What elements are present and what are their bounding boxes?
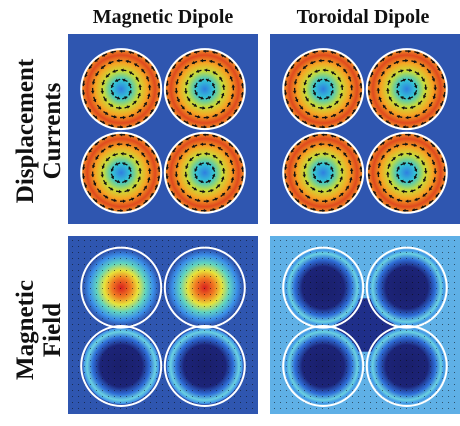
field-spot [83,250,159,326]
field-spot [285,328,361,404]
row-label-magnetic-field: Magnetic Field [12,250,66,410]
row-label-displacement-currents: Displacement Currents [12,51,66,211]
column-title-magnetic-dipole: Magnetic Dipole [68,4,258,30]
row-label-line2: Currents [39,51,66,211]
row-label-line1: Displacement [12,51,39,211]
panel-magnetic-dipole-field [68,236,258,426]
field-spot [369,328,445,404]
panel-magnetic-dipole-currents [68,34,258,224]
field-spot [167,250,243,326]
field-spot [83,328,159,404]
panel-toroidal-dipole-field [270,236,460,426]
field-spot [167,328,243,404]
field-spot [285,250,361,326]
panel-toroidal-dipole-currents [270,34,460,224]
row-label-line2: Field [39,250,66,410]
column-title-toroidal-dipole: Toroidal Dipole [266,4,460,30]
row-label-line1: Magnetic [12,250,39,410]
field-spot [369,250,445,326]
